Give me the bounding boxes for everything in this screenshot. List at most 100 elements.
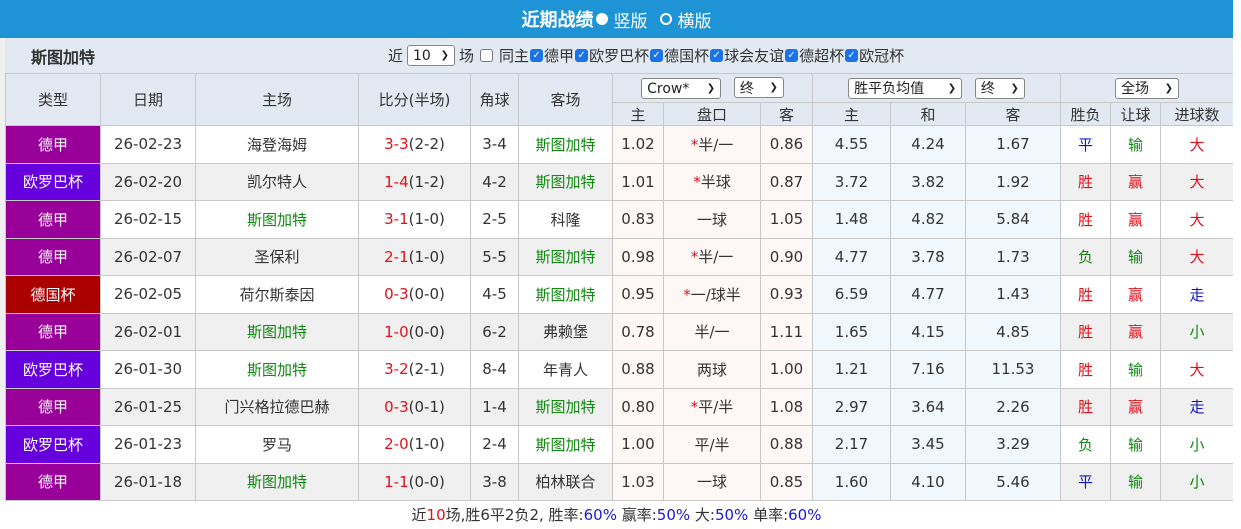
- home-team[interactable]: 凯尔特人: [195, 162, 359, 201]
- home-team[interactable]: 门兴格拉德巴赫: [195, 387, 359, 426]
- ah-company-select[interactable]: Crow* ❯: [641, 78, 722, 99]
- away-team[interactable]: 柏林联合: [518, 462, 613, 501]
- odd-rate: 60%: [788, 505, 822, 524]
- period-select[interactable]: 全场 ❯: [1115, 77, 1180, 99]
- half-time-score: (2-1): [408, 360, 445, 379]
- competition-badge[interactable]: 德国杯: [5, 275, 101, 314]
- away-team[interactable]: 斯图加特: [518, 237, 613, 276]
- home-team[interactable]: 斯图加特: [195, 350, 359, 389]
- ah-away-odds: 1.05: [760, 200, 813, 239]
- ah-selectors: Crow* ❯ 终 ❯: [612, 73, 813, 103]
- score[interactable]: 1-1(0-0): [358, 462, 471, 501]
- summary-text: 场,胜6平2负2, 胜率:: [445, 506, 584, 524]
- team-name: 斯图加特: [31, 47, 96, 67]
- full-time-score: 2-0: [384, 435, 409, 454]
- recent-count-value: 10: [413, 47, 431, 64]
- goals-result: 走: [1160, 275, 1235, 314]
- score[interactable]: 3-1(1-0): [358, 200, 471, 239]
- ah-line-value: 半球: [700, 173, 731, 192]
- home-team[interactable]: 海登海姆: [195, 125, 359, 164]
- horizontal-view-radio[interactable]: [659, 13, 672, 25]
- page-title: 近期战绩: [521, 10, 594, 31]
- same-home-label: 同主: [499, 47, 530, 65]
- ox-draw-odds: 3.82: [890, 162, 966, 201]
- away-team[interactable]: 科隆: [518, 200, 613, 239]
- competition-checkbox[interactable]: ✓: [650, 49, 664, 62]
- score[interactable]: 3-2(2-1): [358, 350, 471, 389]
- away-team[interactable]: 年青人: [518, 350, 613, 389]
- ah-home-odds: 1.01: [612, 162, 664, 201]
- ah-away-odds: 0.85: [760, 462, 813, 501]
- competition-checkbox[interactable]: ✓: [710, 49, 724, 62]
- home-team[interactable]: 圣保利: [195, 237, 359, 276]
- away-team[interactable]: 斯图加特: [518, 275, 613, 314]
- competition-badge[interactable]: 德甲: [5, 237, 101, 276]
- match-date: 26-01-30: [100, 350, 196, 389]
- away-team[interactable]: 斯图加特: [518, 162, 613, 201]
- competition-checkbox[interactable]: ✓: [530, 49, 544, 62]
- score[interactable]: 3-3(2-2): [358, 125, 471, 164]
- score[interactable]: 2-1(1-0): [358, 237, 471, 276]
- competition-checkbox[interactable]: ✓: [785, 49, 799, 62]
- team-bar: 斯图加特 近 10 ❯ 场 同主 ✓ 德甲 ✓ 欧罗巴杯 ✓ 德国杯 ✓ 球会友谊 ✓ 德超杯 ✓ 欧冠…: [5, 38, 1233, 73]
- competition-badge[interactable]: 德甲: [5, 312, 101, 351]
- full-time-score: 2-1: [384, 247, 409, 266]
- same-home-checkbox[interactable]: [480, 49, 494, 62]
- ah-line: *半球: [663, 162, 761, 201]
- summary: 近 10 场,胜6平2负2, 胜率: 60% 赢率: 50% 大: 50% 单率: 60%: [0, 500, 1233, 529]
- ah-line: *一/球半: [663, 275, 761, 314]
- home-team[interactable]: 斯图加特: [195, 462, 359, 501]
- competition-checkbox[interactable]: ✓: [575, 49, 589, 62]
- period-selector: 全场 ❯: [1060, 73, 1235, 103]
- away-team[interactable]: 斯图加特: [518, 387, 613, 426]
- recent-suffix: 场: [459, 47, 475, 65]
- competition-badge[interactable]: 欧罗巴杯: [5, 350, 101, 389]
- away-team[interactable]: 斯图加特: [518, 425, 613, 464]
- match-result: 负: [1060, 425, 1112, 464]
- table-row: 德国杯 26-02-05 荷尔斯泰因 0-3(0-0) 4-5 斯图加特 0.9…: [5, 275, 1235, 314]
- score[interactable]: 2-0(1-0): [358, 425, 471, 464]
- header-bar: 近期战绩 竖版 横版: [0, 0, 1233, 38]
- competition-badge[interactable]: 欧罗巴杯: [5, 162, 101, 201]
- score[interactable]: 0-3(0-1): [358, 387, 471, 426]
- competition-badge[interactable]: 德甲: [5, 462, 101, 501]
- handicap-result: 赢: [1110, 162, 1162, 201]
- competition-badge[interactable]: 德甲: [5, 200, 101, 239]
- score[interactable]: 1-0(0-0): [358, 312, 471, 351]
- ah-line: *半/一: [663, 237, 761, 276]
- competition-checkbox[interactable]: ✓: [845, 49, 859, 62]
- competition-badge[interactable]: 欧罗巴杯: [5, 425, 101, 464]
- match-result: 平: [1060, 125, 1112, 164]
- full-time-score: 1-0: [384, 322, 409, 341]
- recent-count-select[interactable]: 10 ❯: [407, 45, 456, 66]
- ox-draw-odds: 4.82: [890, 200, 966, 239]
- score[interactable]: 0-3(0-0): [358, 275, 471, 314]
- ah-stage-select[interactable]: 终 ❯: [733, 77, 784, 98]
- corners: 8-4: [470, 350, 519, 389]
- home-team[interactable]: 斯图加特: [195, 200, 359, 239]
- vertical-view-radio[interactable]: [595, 13, 608, 25]
- goals-result: 大: [1160, 162, 1235, 201]
- match-result: 负: [1060, 237, 1112, 276]
- competition-badge[interactable]: 德甲: [5, 387, 101, 426]
- goals-result: 小: [1160, 425, 1235, 464]
- ah-stage-value: 终: [739, 80, 754, 97]
- chevron-down-icon: ❯: [1164, 82, 1174, 94]
- home-team[interactable]: 荷尔斯泰因: [195, 275, 359, 314]
- away-team[interactable]: 弗赖堡: [518, 312, 613, 351]
- competition-badge[interactable]: 德甲: [5, 125, 101, 164]
- ah-star: *: [690, 398, 699, 417]
- ox-company-select[interactable]: 胜平负均值 ❯: [848, 77, 963, 99]
- home-team[interactable]: 斯图加特: [195, 312, 359, 351]
- corners: 3-4: [470, 125, 519, 164]
- ox-draw-odds: 7.16: [890, 350, 966, 389]
- ah-line-value: 平/半: [698, 398, 734, 417]
- ox-home-odds: 2.97: [812, 387, 891, 426]
- corners: 5-5: [470, 237, 519, 276]
- ox-stage-select[interactable]: 终 ❯: [974, 77, 1025, 99]
- half-time-score: (1-0): [408, 435, 445, 454]
- score[interactable]: 1-4(1-2): [358, 162, 471, 201]
- home-team[interactable]: 罗马: [195, 425, 359, 464]
- ox-draw-odds: 3.64: [890, 387, 966, 426]
- away-team[interactable]: 斯图加特: [518, 125, 613, 164]
